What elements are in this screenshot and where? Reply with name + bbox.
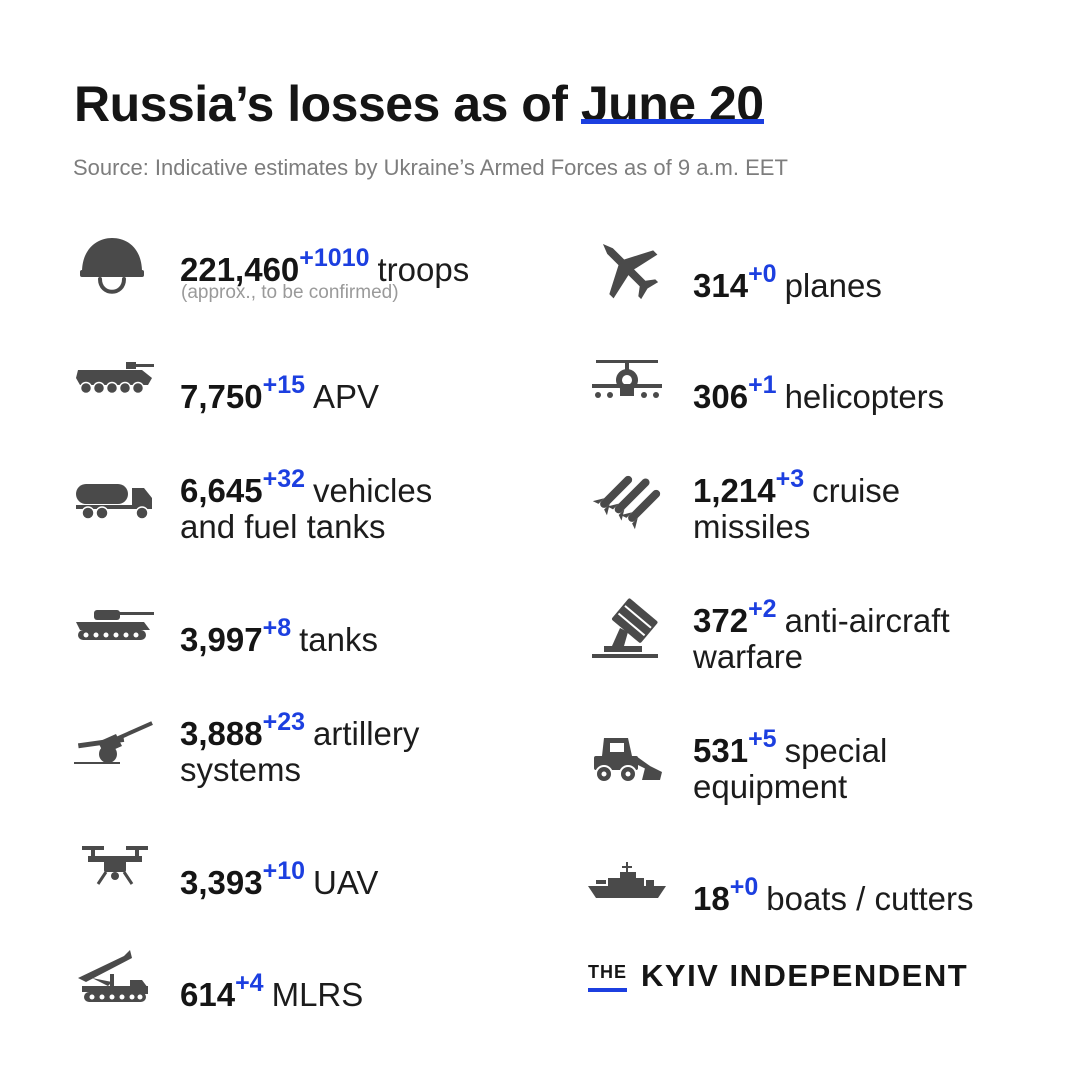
stat-uav-text: 3,393+10 UAV [180, 847, 378, 907]
stat-troops-text: 221,460+1010 troops [180, 234, 469, 294]
stat-anti-aircraft-label-2: warfare [693, 638, 804, 675]
stat-cruise-missiles-value: 1,214 [693, 472, 776, 509]
stat-artillery-label-2: systems [180, 751, 302, 788]
kyiv-independent-logo: THE KYIV INDEPENDENT [588, 958, 968, 994]
stat-vehicles-value: 6,645 [180, 472, 263, 509]
title-date: June 20 [580, 76, 764, 132]
stat-anti-aircraft-text: 372+2 anti-aircraft [693, 585, 950, 645]
stat-boats-text: 18+0 boats / cutters [693, 863, 974, 923]
page-title: Russia’s losses as of June 20 [74, 74, 764, 134]
stat-special-equipment-label-2: equipment [693, 768, 848, 805]
stat-artillery-value: 3,888 [180, 715, 263, 752]
stat-boats-value: 18 [693, 880, 730, 917]
stat-mlrs-text: 614+4 MLRS [180, 959, 363, 1019]
drone-icon [80, 844, 150, 886]
stat-helicopters-text: 306+1 helicopters [693, 361, 944, 421]
stat-apv-label: APV [313, 378, 380, 415]
stat-uav-value: 3,393 [180, 864, 263, 901]
helicopter-icon [590, 358, 664, 400]
artillery-icon [72, 720, 156, 766]
loader-icon [590, 736, 664, 784]
anti-aircraft-icon [590, 598, 662, 660]
stat-apv-value: 7,750 [180, 378, 263, 415]
stat-boats-delta: +0 [729, 873, 759, 901]
stat-helicopters-label: helicopters [784, 378, 945, 415]
stat-artillery-text: 3,888+23 artillery [180, 698, 419, 758]
stat-artillery-delta: +23 [262, 708, 306, 736]
stat-mlrs-delta: +4 [235, 969, 264, 997]
warship-icon [586, 860, 668, 902]
stat-anti-aircraft-value: 372 [693, 602, 749, 639]
logo-brand: KYIV INDEPENDENT [641, 958, 969, 993]
helmet-icon [78, 236, 146, 298]
stat-planes-value: 314 [693, 267, 749, 304]
stat-troops-note: (approx., to be confirmed) [181, 282, 399, 303]
stat-tanks-delta: +8 [262, 614, 292, 642]
stat-special-equipment-delta: +5 [748, 725, 777, 753]
fuel-truck-icon [74, 480, 156, 520]
stat-planes-delta: +0 [748, 260, 777, 288]
tank-icon [74, 606, 156, 642]
stat-anti-aircraft-label: anti-aircraft [784, 602, 950, 639]
stat-special-equipment-label: special [784, 732, 888, 769]
stat-special-equipment-text: 531+5 special [693, 715, 887, 775]
stat-tanks-value: 3,997 [180, 621, 263, 658]
missile-icon [592, 464, 662, 534]
stat-vehicles-text: 6,645+32 vehicles [180, 455, 432, 515]
stat-uav-delta: +10 [262, 857, 306, 885]
apv-icon [74, 360, 156, 396]
stat-tanks-label: tanks [299, 621, 378, 658]
stat-anti-aircraft-delta: +2 [748, 595, 777, 623]
stat-cruise-missiles-text: 1,214+3 cruise [693, 455, 900, 515]
stat-vehicles-label-2: and fuel tanks [180, 508, 386, 545]
stat-helicopters-value: 306 [693, 378, 749, 415]
stat-apv-text: 7,750+15 APV [180, 361, 379, 421]
stat-special-equipment-value: 531 [693, 732, 749, 769]
mlrs-icon [72, 948, 156, 1004]
stat-troops-delta: +1010 [299, 244, 370, 272]
stat-planes-text: 314+0 planes [693, 250, 882, 310]
stat-vehicles-delta: +32 [262, 465, 306, 493]
stat-cruise-missiles-label-2: missiles [693, 508, 811, 545]
stat-planes-label: planes [784, 267, 882, 304]
stat-artillery-label: artillery [313, 715, 420, 752]
title-prefix: Russia’s losses as of [74, 76, 581, 132]
stat-vehicles-label: vehicles [313, 472, 433, 509]
stat-apv-delta: +15 [262, 371, 306, 399]
stat-troops-label: troops [377, 251, 470, 288]
stat-cruise-missiles-delta: +3 [775, 465, 805, 493]
stat-helicopters-delta: +1 [748, 371, 777, 399]
stat-mlrs-value: 614 [180, 976, 236, 1013]
stat-uav-label: UAV [313, 864, 379, 901]
source-note: Source: Indicative estimates by Ukraine’… [73, 155, 788, 180]
logo-the: THE [588, 962, 627, 992]
stat-cruise-missiles-label: cruise [812, 472, 901, 509]
stat-troops-value: 221,460 [180, 251, 300, 288]
stat-tanks-text: 3,997+8 tanks [180, 604, 378, 664]
stat-mlrs-label: MLRS [271, 976, 364, 1013]
jet-icon [592, 234, 662, 302]
stat-boats-label: boats / cutters [766, 880, 974, 917]
